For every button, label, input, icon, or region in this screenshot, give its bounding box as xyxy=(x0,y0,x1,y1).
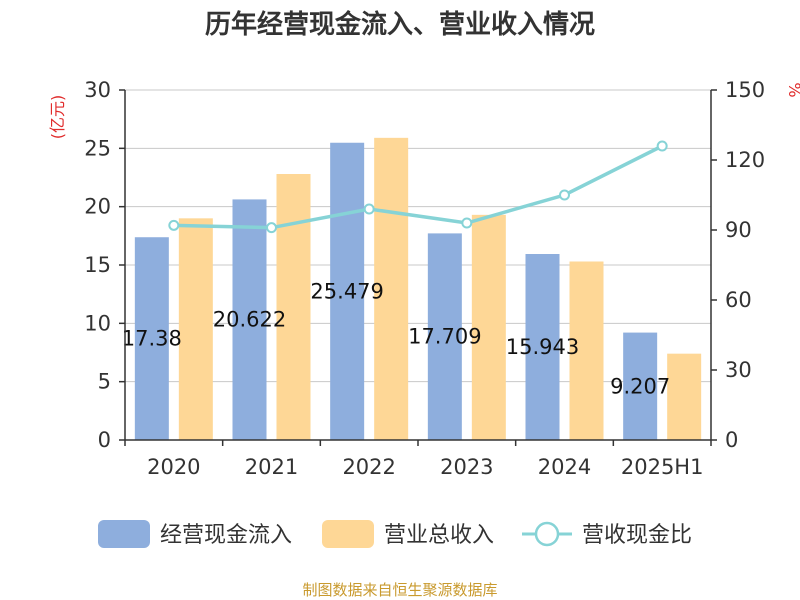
ratio-point xyxy=(168,219,180,231)
data-label: 25.479 xyxy=(310,279,383,303)
bar-cash-inflow xyxy=(623,332,658,440)
bar-revenue xyxy=(276,174,311,440)
legend-label: 营业总收入 xyxy=(384,523,494,548)
ratio-point xyxy=(656,140,668,152)
axes: 0 5 10 15 20 25 30 0 30 60 90 120 150 2020 2021 2022 202… xyxy=(84,78,765,479)
right-tick-label: 60 xyxy=(725,288,752,312)
bar-cash-inflow xyxy=(134,237,169,440)
ratio-point xyxy=(559,189,570,201)
left-tick-label: 20 xyxy=(84,195,111,219)
ratio-point xyxy=(266,222,277,234)
legend-marker xyxy=(534,521,560,547)
bars xyxy=(134,137,702,441)
x-tick-label: 2024 xyxy=(538,455,591,479)
left-tick-label: 15 xyxy=(84,253,111,277)
bar-revenue xyxy=(569,261,604,440)
chart-title: 历年经营现金流入、营业收入情况 xyxy=(205,9,595,40)
legend-label: 营收现金比 xyxy=(582,523,692,548)
left-tick-label: 5 xyxy=(98,370,111,394)
bar-revenue xyxy=(471,214,506,440)
bar-cash-inflow xyxy=(525,253,560,440)
legend-swatch xyxy=(98,520,150,548)
right-tick-label: 150 xyxy=(725,78,765,102)
data-label: 20.622 xyxy=(213,308,286,332)
ratio-line xyxy=(168,140,668,234)
bar-revenue xyxy=(667,353,702,440)
bar-revenue xyxy=(178,218,213,440)
data-labels: 17.38 20.622 25.479 17.709 15.943 9.207 xyxy=(122,279,670,398)
bar-cash-inflow xyxy=(232,199,267,440)
ratio-point xyxy=(461,217,473,229)
data-label: 17.38 xyxy=(122,327,182,351)
right-tick-label: 90 xyxy=(725,218,752,242)
ratio-line-path xyxy=(173,144,663,230)
left-tick-label: 25 xyxy=(84,136,111,160)
bar-cash-inflow xyxy=(427,233,462,440)
x-tick-label: 2022 xyxy=(342,455,395,479)
right-tick-label: 120 xyxy=(725,148,765,172)
x-tick-label: 2021 xyxy=(245,455,298,479)
data-label: 15.943 xyxy=(506,335,579,359)
right-tick-label: 30 xyxy=(725,358,752,382)
left-tick-label: 30 xyxy=(84,78,111,102)
bar-cash-inflow xyxy=(330,142,365,440)
x-tick-label: 2023 xyxy=(440,455,493,479)
left-axis-unit: (亿元) xyxy=(48,95,67,140)
legend: 经营现金流入 营业总收入 营收现金比 xyxy=(98,520,692,548)
left-tick-label: 10 xyxy=(84,311,111,335)
x-tick-label: 2020 xyxy=(147,455,200,479)
bar-revenue xyxy=(374,137,409,441)
source-note: 制图数据来自恒生聚源数据库 xyxy=(302,581,497,599)
x-tick-label: 2025H1 xyxy=(621,455,704,479)
legend-swatch xyxy=(322,520,374,548)
ratio-point xyxy=(363,203,375,215)
right-tick-label: 0 xyxy=(725,428,738,452)
legend-label: 经营现金流入 xyxy=(160,523,292,548)
data-label: 9.207 xyxy=(610,374,670,398)
data-label: 17.709 xyxy=(408,325,481,349)
left-tick-label: 0 xyxy=(98,428,111,452)
right-axis-unit: % xyxy=(785,82,800,97)
gridlines xyxy=(125,89,711,383)
